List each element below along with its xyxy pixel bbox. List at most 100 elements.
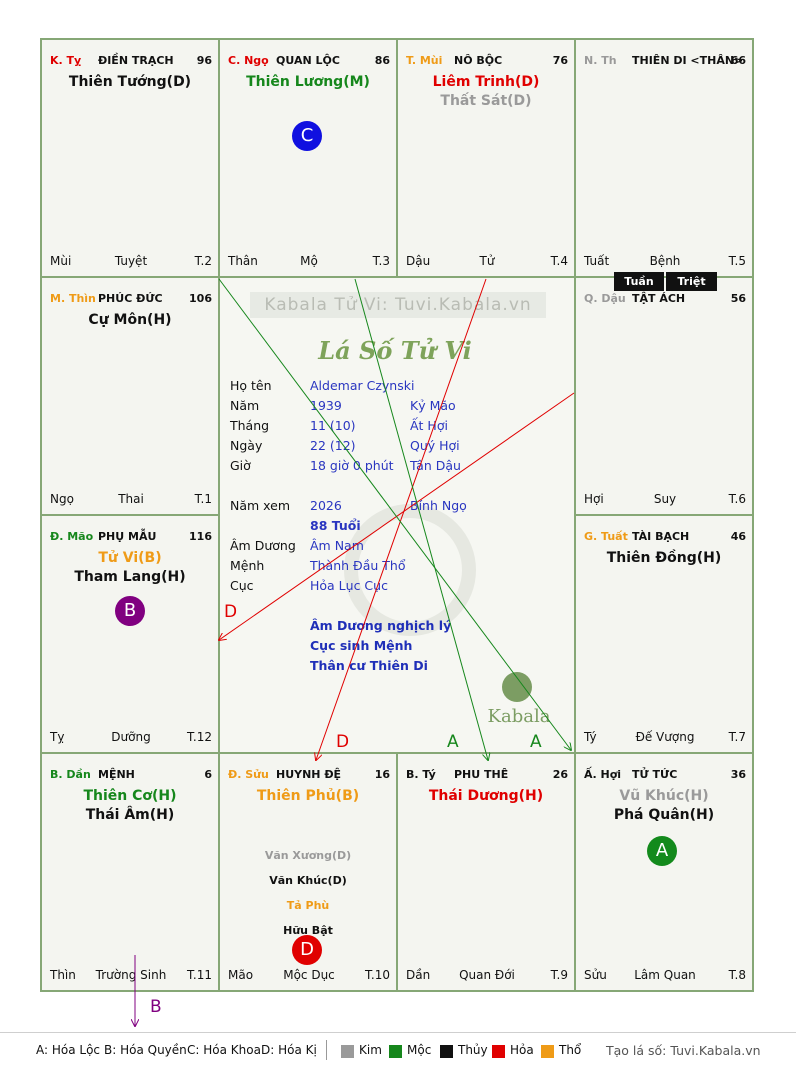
palace-footer: Hợi Suy T.6 <box>584 492 746 508</box>
info-key: Tháng <box>230 418 270 433</box>
palace-number: 96 <box>196 54 212 67</box>
info-key: Họ tên <box>230 378 272 393</box>
legend-kim: Kim <box>359 1043 382 1057</box>
chart-title: Lá Số Tử Vi <box>318 336 472 365</box>
palace-number: 36 <box>730 768 746 781</box>
palace-footer: Tý Đế Vượng T.7 <box>584 730 746 746</box>
hoa-khoa-marker: C <box>292 121 322 151</box>
palace-footer: Thân Mộ T.3 <box>228 254 390 270</box>
palace-index: T.3 <box>372 254 390 268</box>
legend-hoa-loc: A: Hóa Lộc <box>36 1043 101 1057</box>
life-stage: Bệnh <box>649 254 681 268</box>
chart-note: Âm Dương nghịch lý <box>310 618 452 633</box>
info-value: 22 (12) <box>310 438 356 453</box>
palace-index: T.7 <box>728 730 746 744</box>
palace-index: T.6 <box>728 492 746 506</box>
palace-tat-ach[interactable]: Q. Dậu TẬT ÁCH 56 Hợi Suy T.6 <box>574 276 754 516</box>
info-extra: Kỷ Mão <box>410 398 456 413</box>
palace-index: T.8 <box>728 968 746 982</box>
can-chi-label: N. Th <box>584 54 617 67</box>
palace-thien-di[interactable]: N. Th THIÊN DI <THÂN> 66 Tuất Bệnh T.5 <box>574 38 754 278</box>
palace-number: 76 <box>552 54 568 67</box>
palace-index: T.4 <box>550 254 568 268</box>
info-value: Âm Nam <box>310 538 364 553</box>
legend-hoa: Hỏa <box>510 1043 534 1057</box>
palace-name: PHU THÊ <box>454 768 509 781</box>
can-chi-label: Ấ. Hợi <box>584 768 622 781</box>
palace-phuc-duc[interactable]: M. Thìn PHÚC ĐỨC 106 Cự Môn(H) Ngọ Thai T.1 <box>40 276 220 516</box>
arrow-label-d1: D <box>224 602 238 622</box>
palace-name: PHỤ MẪU <box>98 530 157 543</box>
palace-index: T.1 <box>194 492 212 506</box>
palace-header: G. Tuất TÀI BẠCH 46 <box>584 530 746 546</box>
palace-number: 66 <box>730 54 746 67</box>
main-star: Vũ Khúc(H) <box>619 788 709 804</box>
life-stage: Mộ <box>300 254 318 268</box>
main-star: Phá Quân(H) <box>613 807 715 823</box>
life-stage: Quan Đới <box>459 968 515 982</box>
palace-phu-mau[interactable]: Đ. Mão PHỤ MẪU 116 Tử Vi(B) Tham Lang(H) Tỵ Dư… <box>40 514 220 754</box>
main-star: Thất Sát(D) <box>440 93 532 109</box>
can-chi-label: M. Thìn <box>50 292 96 305</box>
palace-index: T.5 <box>728 254 746 268</box>
life-stage: Thai <box>118 492 144 506</box>
arrow-hoa-loc-1 <box>354 278 488 760</box>
palace-menh[interactable]: B. Dần MỆNH 6 Thiên Cơ(H) Thái Âm(H) Thìn Trườ… <box>40 752 220 992</box>
arrow-hoa-ky-2 <box>316 278 487 760</box>
palace-number: 106 <box>189 292 212 305</box>
branch-label: Thìn <box>50 968 76 982</box>
palace-name: QUAN LỘC <box>276 54 340 67</box>
arrow-label-b: B <box>150 997 162 1017</box>
palace-number: 56 <box>730 292 746 305</box>
arrow-hoa-loc-2 <box>218 278 571 750</box>
palace-header: B. Dần MỆNH 6 <box>50 768 212 784</box>
palace-header: K. Tỵ ĐIỀN TRẠCH 96 <box>50 54 212 70</box>
palace-name: TỬ TỨC <box>632 768 678 781</box>
palace-quan-loc[interactable]: C. Ngọ QUAN LỘC 86 Thiên Lương(M) Thân Mộ T.3 <box>218 38 398 278</box>
site-link[interactable]: Tạo lá số: Tuvi.Kabala.vn <box>606 1043 761 1058</box>
swatch-hoa <box>492 1045 505 1058</box>
can-chi-label: Đ. Mão <box>50 530 94 543</box>
palace-footer: Tuất Bệnh T.5 <box>584 254 746 270</box>
palace-number: 46 <box>730 530 746 543</box>
palace-name: TẬT ÁCH <box>632 292 686 305</box>
main-star: Thiên Phủ(B) <box>256 788 360 804</box>
legend-divider <box>0 1032 796 1033</box>
palace-dien-trach[interactable]: K. Tỵ ĐIỀN TRẠCH 96 Thiên Tướng(D) Mùi Tuyệt T… <box>40 38 220 278</box>
info-extra: Ất Hợi <box>410 418 448 433</box>
palace-name: TÀI BẠCH <box>632 530 690 543</box>
can-chi-label: Q. Dậu <box>584 292 626 305</box>
branch-label: Tuất <box>584 254 610 268</box>
can-chi-label: B. Dần <box>50 768 91 781</box>
branch-label: Dậu <box>406 254 431 268</box>
info-key: Cục <box>230 578 254 593</box>
arrow-label-a2: A <box>530 732 542 752</box>
can-chi-label: G. Tuất <box>584 530 628 543</box>
minor-star: Tả Phù <box>286 899 330 912</box>
palace-index: T.12 <box>187 730 212 744</box>
arrow-label-a1: A <box>447 732 459 752</box>
palace-header: T. Mùi NÔ BỘC 76 <box>406 54 568 70</box>
palace-number: 26 <box>552 768 568 781</box>
life-stage: Mộc Dục <box>283 968 335 982</box>
logo-text: Kabala <box>487 706 551 727</box>
info-value: 11 (10) <box>310 418 356 433</box>
info-key: Năm xem <box>230 498 291 513</box>
watermark-banner: Kabala Tử Vi: Tuvi.Kabala.vn <box>250 292 546 318</box>
palace-name: THIÊN DI <THÂN> <box>632 54 744 67</box>
palace-footer: Ngọ Thai T.1 <box>50 492 212 508</box>
main-star: Tham Lang(H) <box>74 569 186 585</box>
palace-header: N. Th THIÊN DI <THÂN> 66 <box>584 54 746 70</box>
palace-tai-bach[interactable]: G. Tuất TÀI BẠCH 46 Thiên Đồng(H) Tý Đế Vượng… <box>574 514 754 754</box>
info-value: Hỏa Lục Cục <box>310 578 388 593</box>
palace-number: 86 <box>374 54 390 67</box>
palace-no-boc[interactable]: T. Mùi NÔ BỘC 76 Liêm Trinh(D) Thất Sát(D) Dậ… <box>396 38 576 278</box>
swatch-thuy <box>440 1045 453 1058</box>
branch-label: Tỵ <box>50 730 65 744</box>
palace-phu-the[interactable]: B. Tý PHU THÊ 26 Thái Dương(H) Dần Quan Đới T.… <box>396 752 576 992</box>
palace-footer: Tỵ Dưỡng T.12 <box>50 730 212 746</box>
can-chi-label: C. Ngọ <box>228 54 269 67</box>
legend-separator <box>326 1040 327 1060</box>
info-key: Âm Dương <box>230 538 296 553</box>
palace-tu-tuc[interactable]: Ấ. Hợi TỬ TỨC 36 Vũ Khúc(H) Phá Quân(H) Sửu Lâ… <box>574 752 754 992</box>
